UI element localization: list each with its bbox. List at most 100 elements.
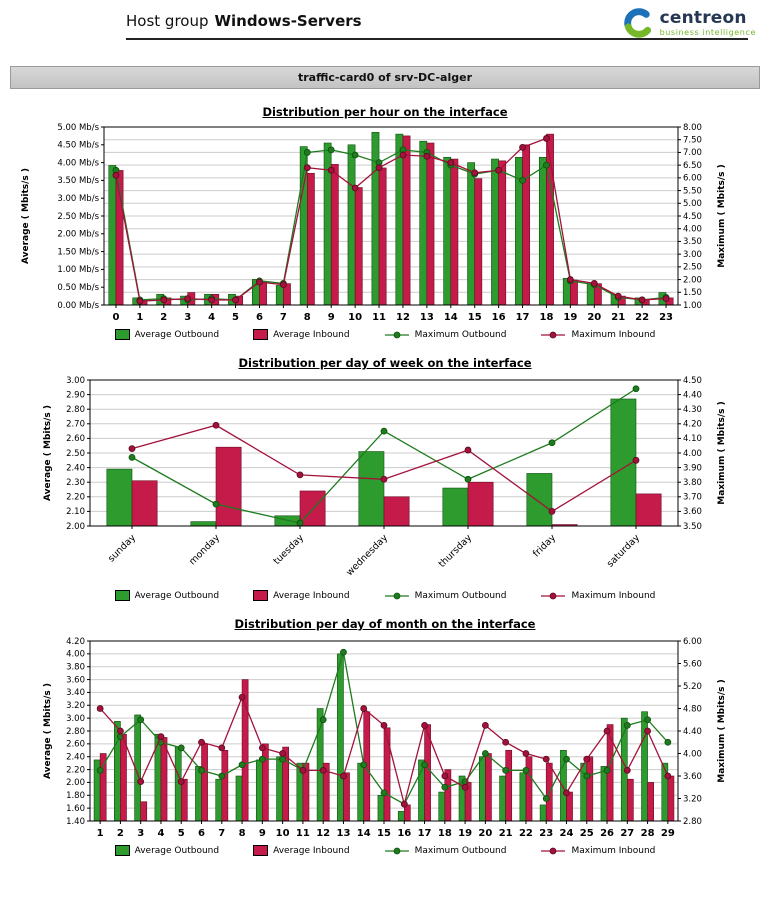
svg-text:3.80: 3.80 xyxy=(66,663,85,673)
svg-text:8: 8 xyxy=(239,828,246,839)
legend-item-average-inbound: Average Inbound xyxy=(253,845,350,856)
svg-text:3.70: 3.70 xyxy=(683,493,702,503)
svg-text:10: 10 xyxy=(276,828,290,839)
svg-text:4.20: 4.20 xyxy=(683,420,702,430)
svg-text:16: 16 xyxy=(492,312,506,323)
svg-text:9: 9 xyxy=(259,828,266,839)
svg-text:7.00: 7.00 xyxy=(683,148,702,158)
line-maximum-inbound xyxy=(112,135,670,305)
svg-text:2.60: 2.60 xyxy=(66,740,85,750)
svg-text:16: 16 xyxy=(397,828,411,839)
svg-text:19: 19 xyxy=(563,312,577,323)
svg-text:4: 4 xyxy=(157,828,164,839)
svg-text:2: 2 xyxy=(160,312,167,323)
hostgroup-label: Host group xyxy=(126,12,209,30)
svg-text:4.00: 4.00 xyxy=(683,449,702,459)
svg-text:4.40: 4.40 xyxy=(683,390,702,400)
svg-text:Maximum ( Mbits/s ): Maximum ( Mbits/s ) xyxy=(717,401,727,505)
svg-text:wednesday: wednesday xyxy=(344,532,390,578)
svg-text:6: 6 xyxy=(256,312,263,323)
legend-bar-swatch xyxy=(114,329,130,340)
legend-monthday: Average Outbound Average Inbound Maximum O… xyxy=(0,845,770,856)
svg-text:17: 17 xyxy=(418,828,432,839)
bars-average-inbound xyxy=(115,133,674,306)
svg-text:29: 29 xyxy=(661,828,675,839)
report-header: Host group Windows-Servers centreon busin… xyxy=(0,0,770,40)
svg-text:5: 5 xyxy=(232,312,239,323)
svg-text:7.50: 7.50 xyxy=(683,136,702,146)
legend-label: Average Inbound xyxy=(273,845,350,856)
svg-text:19: 19 xyxy=(458,828,472,839)
svg-text:12: 12 xyxy=(316,828,330,839)
svg-text:13: 13 xyxy=(420,312,434,323)
line-maximum-inbound xyxy=(96,693,672,808)
svg-text:10: 10 xyxy=(348,312,362,323)
svg-text:tuesday: tuesday xyxy=(271,532,306,567)
svg-text:13: 13 xyxy=(336,828,350,839)
svg-text:4: 4 xyxy=(208,312,215,323)
svg-text:3.90: 3.90 xyxy=(683,463,702,473)
card-header: traffic-card0 of srv-DC-alger xyxy=(10,66,760,89)
svg-text:12: 12 xyxy=(396,312,410,323)
svg-text:2.10: 2.10 xyxy=(66,507,85,517)
chart-monthday: 1.40 1.60 1.80 2.00 2.20 2.40 2.60 2.80 3.00 3.20… xyxy=(0,633,770,845)
svg-text:5.60: 5.60 xyxy=(683,659,702,669)
svg-text:Average ( Mbits/s ): Average ( Mbits/s ) xyxy=(43,405,53,501)
svg-text:27: 27 xyxy=(620,828,634,839)
chart-title-weekday: Distribution per day of week on the inte… xyxy=(238,356,532,370)
svg-text:4.50 Mb/s: 4.50 Mb/s xyxy=(57,141,99,151)
svg-text:15: 15 xyxy=(377,828,391,839)
legend-item-maximum-outbound: Maximum Outbound xyxy=(384,330,506,340)
svg-text:2.00: 2.00 xyxy=(66,522,85,532)
svg-text:18: 18 xyxy=(438,828,452,839)
svg-text:24: 24 xyxy=(560,828,574,839)
svg-text:2.20: 2.20 xyxy=(66,765,85,775)
legend-item-maximum-outbound: Maximum Outbound xyxy=(384,846,506,856)
svg-text:6.50: 6.50 xyxy=(683,161,702,171)
chart-title-monthday: Distribution per day of month on the int… xyxy=(234,617,536,631)
chart-section-hour: Distribution per hour on the interface 0… xyxy=(0,99,770,340)
legend-label: Maximum Inbound xyxy=(571,329,656,340)
svg-text:friday: friday xyxy=(531,532,558,559)
svg-text:5.20: 5.20 xyxy=(683,682,702,692)
svg-text:1.50: 1.50 xyxy=(683,288,702,298)
svg-text:3.50: 3.50 xyxy=(683,522,702,532)
svg-text:20: 20 xyxy=(587,312,601,323)
centreon-logo: centreon business intelligence xyxy=(623,7,756,38)
svg-text:14: 14 xyxy=(444,312,458,323)
svg-text:3.50 Mb/s: 3.50 Mb/s xyxy=(57,176,99,186)
legend-weekday: Average Outbound Average Inbound Maximum O… xyxy=(0,590,770,601)
svg-text:0.00 Mb/s: 0.00 Mb/s xyxy=(57,301,99,311)
page-title: Host group Windows-Servers xyxy=(0,12,770,30)
svg-text:3: 3 xyxy=(137,828,144,839)
svg-text:15: 15 xyxy=(468,312,482,323)
card-title: traffic-card0 of srv-DC-alger xyxy=(297,71,473,84)
svg-text:Maximum ( Mbits/s ): Maximum ( Mbits/s ) xyxy=(717,164,727,268)
legend-line-swatch xyxy=(384,592,409,599)
svg-text:4.10: 4.10 xyxy=(683,434,702,444)
legend-bar-swatch xyxy=(114,590,130,601)
svg-text:1.80: 1.80 xyxy=(66,791,85,801)
legend-item-maximum-inbound: Maximum Inbound xyxy=(540,846,655,856)
logo-brand: centreon xyxy=(659,7,747,28)
svg-text:5.00 Mb/s: 5.00 Mb/s xyxy=(57,123,99,133)
legend-item-maximum-outbound: Maximum Outbound xyxy=(384,591,506,601)
legend-bar-swatch xyxy=(253,329,269,340)
svg-text:22: 22 xyxy=(519,828,533,839)
svg-text:2.70: 2.70 xyxy=(66,420,85,430)
svg-text:monday: monday xyxy=(187,532,222,567)
svg-text:1: 1 xyxy=(136,312,143,323)
svg-text:2.00 Mb/s: 2.00 Mb/s xyxy=(57,230,99,240)
svg-text:7: 7 xyxy=(280,312,287,323)
svg-text:3.60: 3.60 xyxy=(683,507,702,517)
legend-item-average-outbound: Average Outbound xyxy=(114,590,219,601)
line-maximum-inbound xyxy=(128,421,640,515)
svg-text:1.60: 1.60 xyxy=(66,804,85,814)
svg-text:3.00 Mb/s: 3.00 Mb/s xyxy=(57,194,99,204)
chart-canvas-per-day-of-month: 1.40 1.60 1.80 2.00 2.20 2.40 2.60 2.80 3.00 3.20… xyxy=(43,637,727,839)
svg-text:0: 0 xyxy=(112,312,119,323)
svg-text:3.50: 3.50 xyxy=(683,237,702,247)
svg-text:3.80: 3.80 xyxy=(683,478,702,488)
chart-canvas-per-hour: 0.00 Mb/s 0.50 Mb/s 1.00 Mb/s 1.50 Mb/s 2.00… xyxy=(21,123,727,323)
svg-text:2.30: 2.30 xyxy=(66,478,85,488)
